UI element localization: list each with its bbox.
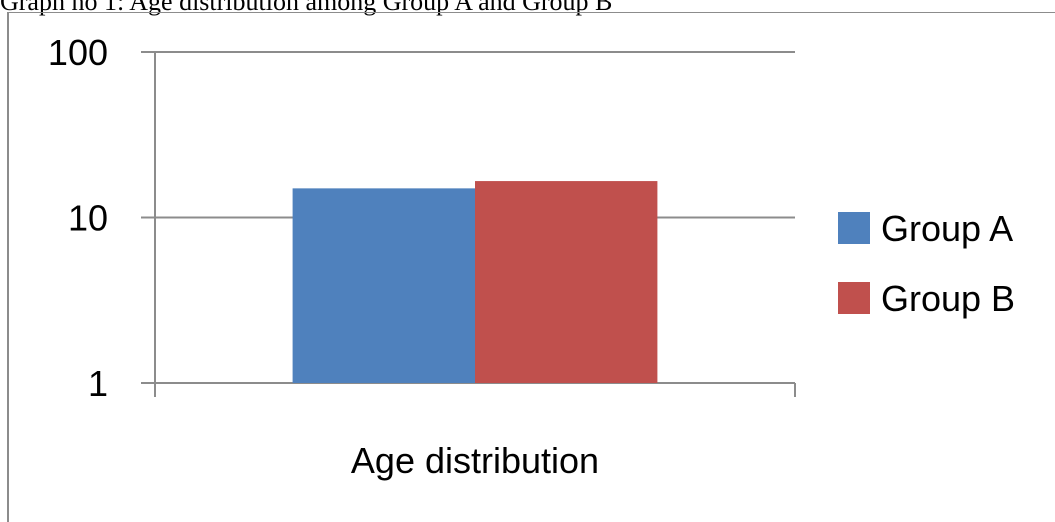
y-tick-label-10: 10 [68, 198, 108, 239]
bar-group-a [292, 188, 475, 383]
legend-label-group-a: Group A [881, 208, 1013, 249]
legend-swatch-group-a [838, 212, 870, 244]
y-tick-label-100: 100 [48, 32, 108, 73]
tick-labels: 1 10 100 Age distribution [48, 32, 599, 481]
axes [154, 52, 796, 397]
bars [292, 181, 658, 383]
chart-frame [7, 12, 1055, 522]
legend-swatch-group-b [838, 282, 870, 314]
x-category-label: Age distribution [351, 440, 599, 481]
bar-group-b [475, 181, 658, 383]
legend: Group A Group B [838, 208, 1015, 319]
legend-label-group-b: Group B [881, 278, 1015, 319]
y-tick-label-1: 1 [88, 363, 108, 404]
